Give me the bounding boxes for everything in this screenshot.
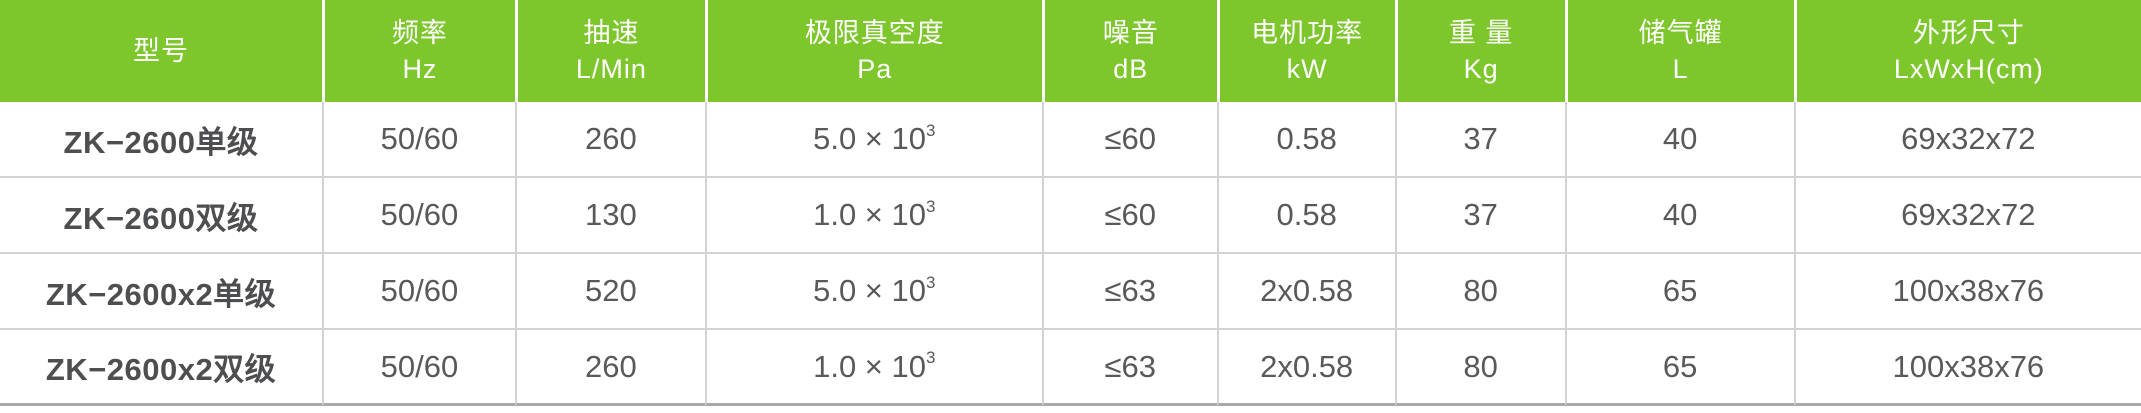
- header-unit: Kg: [1463, 54, 1499, 84]
- noise-cell: ≤63: [1041, 330, 1217, 406]
- model-cell: ZK−2600x2双级: [0, 330, 322, 406]
- power-cell: 2x0.58: [1216, 330, 1395, 406]
- header-label: 重 量: [1448, 18, 1514, 48]
- tank-cell: 40: [1564, 102, 1794, 178]
- vacuum-cell: 1.0 × 103: [704, 178, 1042, 254]
- pump-speed-cell: 520: [514, 254, 705, 330]
- col-header-dimensions: 外形尺寸 LxWxH(cm): [1793, 0, 2141, 102]
- vacuum-base: 5.0 × 10: [813, 273, 926, 308]
- header-label: 极限真空度: [804, 18, 945, 48]
- table-row: ZK−2600x2单级 50/60 520 5.0 × 103 ≤63 2x0.…: [0, 254, 2141, 330]
- vacuum-exponent: 3: [926, 272, 936, 292]
- model-cell: ZK−2600单级: [0, 102, 322, 178]
- noise-cell: ≤60: [1041, 178, 1217, 254]
- header-label: 电机功率: [1251, 18, 1364, 48]
- vacuum-exponent: 3: [926, 196, 936, 216]
- header-unit: Hz: [402, 54, 438, 84]
- frequency-cell: 50/60: [322, 254, 515, 330]
- tank-cell: 65: [1564, 330, 1794, 406]
- header-label: 储气罐: [1638, 18, 1723, 48]
- header-label: 噪音: [1102, 18, 1159, 48]
- pump-speed-cell: 130: [514, 178, 705, 254]
- header-unit: L: [1672, 54, 1689, 84]
- weight-cell: 37: [1394, 102, 1565, 178]
- table-row: ZK−2600x2双级 50/60 260 1.0 × 103 ≤63 2x0.…: [0, 330, 2141, 406]
- header-unit: dB: [1113, 54, 1149, 84]
- weight-cell: 80: [1394, 330, 1565, 406]
- header-unit: LxWxH(cm): [1893, 54, 2044, 84]
- power-cell: 2x0.58: [1216, 254, 1395, 330]
- model-cell: ZK−2600x2单级: [0, 254, 322, 330]
- col-header-noise: 噪音 dB: [1041, 0, 1217, 102]
- col-header-pump-speed: 抽速 L/Min: [514, 0, 705, 102]
- weight-cell: 80: [1394, 254, 1565, 330]
- header-label: 抽速: [583, 18, 640, 48]
- header-unit: L/Min: [575, 54, 647, 84]
- vacuum-base: 1.0 × 10: [813, 197, 926, 232]
- power-cell: 0.58: [1216, 178, 1395, 254]
- frequency-cell: 50/60: [322, 102, 515, 178]
- col-header-ultimate-vacuum: 极限真空度 Pa: [704, 0, 1042, 102]
- dimensions-cell: 69x32x72: [1793, 102, 2141, 178]
- tank-cell: 40: [1564, 178, 1794, 254]
- frequency-cell: 50/60: [322, 330, 515, 406]
- col-header-weight: 重 量 Kg: [1394, 0, 1565, 102]
- pump-speed-cell: 260: [514, 102, 705, 178]
- table-header-row: 型号 频率 Hz 抽速 L/Min 极限真空度 Pa 噪音 dB 电机功率 kW: [0, 0, 2141, 102]
- vacuum-cell: 1.0 × 103: [704, 330, 1042, 406]
- vacuum-base: 1.0 × 10: [813, 348, 926, 384]
- noise-cell: ≤60: [1041, 102, 1217, 178]
- header-label: 型号: [133, 36, 189, 66]
- col-header-air-tank: 储气罐 L: [1564, 0, 1794, 102]
- pump-speed-cell: 260: [514, 330, 705, 406]
- vacuum-cell: 5.0 × 103: [704, 102, 1042, 178]
- table-row: ZK−2600单级 50/60 260 5.0 × 103 ≤60 0.58 3…: [0, 102, 2141, 178]
- header-label: 外形尺寸: [1912, 18, 2025, 48]
- header-label: 频率: [391, 18, 448, 48]
- header-unit: kW: [1286, 54, 1328, 84]
- noise-cell: ≤63: [1041, 254, 1217, 330]
- table-row: ZK−2600双级 50/60 130 1.0 × 103 ≤60 0.58 3…: [0, 178, 2141, 254]
- power-cell: 0.58: [1216, 102, 1395, 178]
- frequency-cell: 50/60: [322, 178, 515, 254]
- col-header-motor-power: 电机功率 kW: [1216, 0, 1395, 102]
- weight-cell: 37: [1394, 178, 1565, 254]
- vacuum-exponent: 3: [926, 120, 936, 140]
- col-header-frequency: 频率 Hz: [322, 0, 515, 102]
- vacuum-base: 5.0 × 10: [813, 121, 926, 156]
- dimensions-cell: 69x32x72: [1793, 178, 2141, 254]
- dimensions-cell: 100x38x76: [1793, 330, 2141, 406]
- col-header-model: 型号: [0, 0, 322, 102]
- vacuum-cell: 5.0 × 103: [704, 254, 1042, 330]
- tank-cell: 65: [1564, 254, 1794, 330]
- vacuum-exponent: 3: [926, 348, 936, 368]
- model-cell: ZK−2600双级: [0, 178, 322, 254]
- dimensions-cell: 100x38x76: [1793, 254, 2141, 330]
- header-unit: Pa: [857, 54, 893, 84]
